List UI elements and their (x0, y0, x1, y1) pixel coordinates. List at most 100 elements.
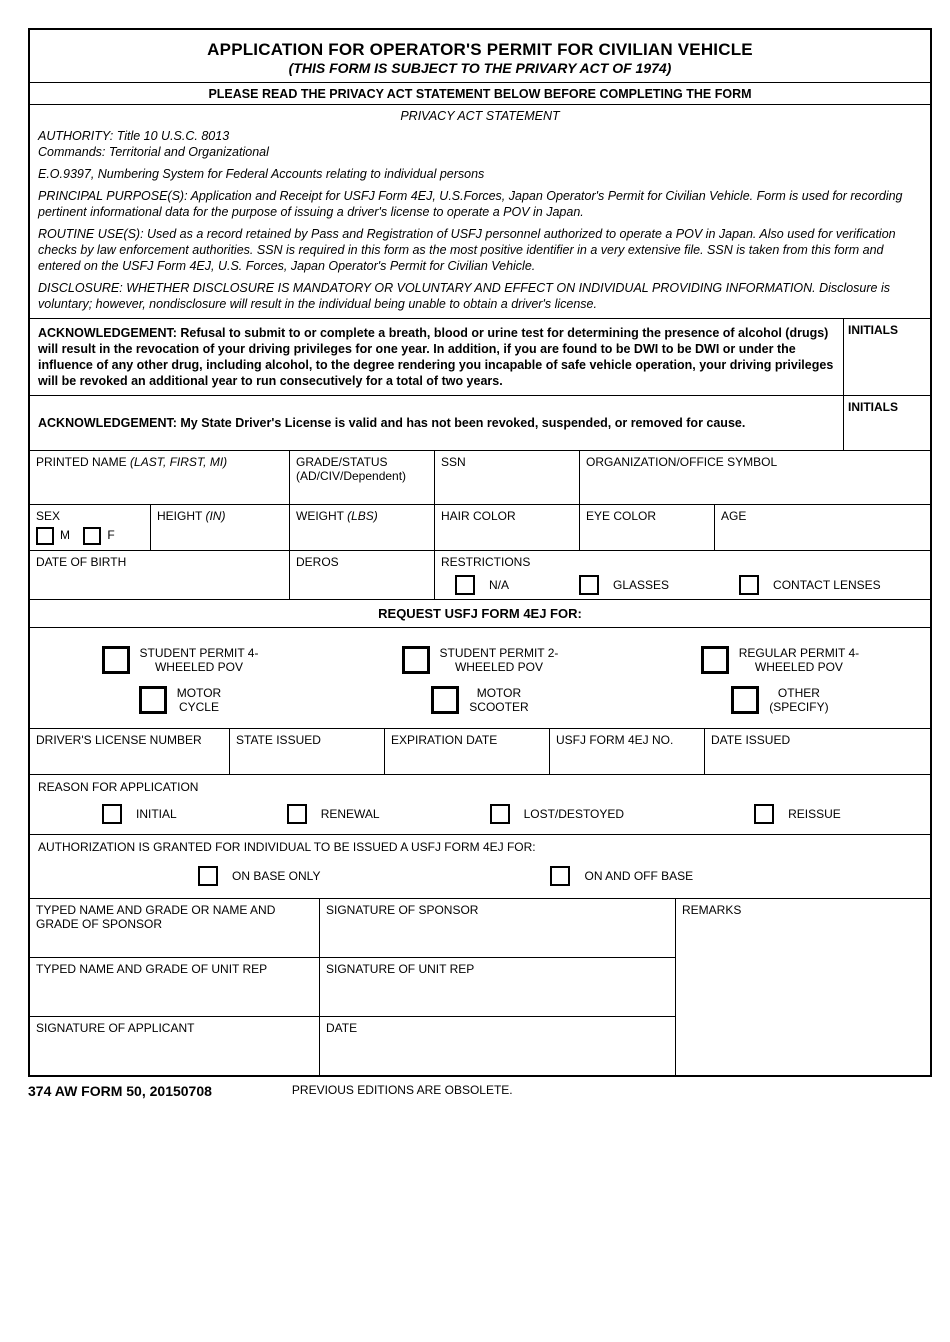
grade-status-hint: (AD/CIV/Dependent) (296, 469, 406, 483)
reason-reissue-label: REISSUE (788, 807, 841, 821)
dl-number-field[interactable]: DRIVER'S LICENSE NUMBER (30, 728, 230, 774)
authorization-section: AUTHORIZATION IS GRANTED FOR INDIVIDUAL … (30, 834, 930, 898)
disclosure-para: DISCLOSURE: WHETHER DISCLOSURE IS MANDAT… (30, 277, 930, 318)
restriction-na-label: N/A (489, 578, 509, 592)
typed-sponsor-field[interactable]: TYPED NAME AND GRADE OR NAME AND GRADE O… (30, 899, 320, 957)
signature-date-label: DATE (326, 1021, 357, 1035)
dl-number-label: DRIVER'S LICENSE NUMBER (36, 733, 202, 747)
sex-m-checkbox[interactable] (36, 527, 54, 545)
height-field[interactable]: HEIGHT (IN) (151, 504, 290, 550)
row-license: DRIVER'S LICENSE NUMBER STATE ISSUED EXP… (30, 728, 930, 774)
permit-options: STUDENT PERMIT 4-WHEELED POV STUDENT PER… (30, 627, 930, 728)
deros-label: DEROS (296, 555, 339, 569)
age-label: AGE (721, 509, 746, 523)
auth-onbase-checkbox[interactable] (198, 866, 218, 886)
permit-regular-4w-checkbox[interactable] (701, 646, 729, 674)
grade-status-label: GRADE/STATUS (296, 455, 388, 469)
printed-name-label: PRINTED NAME (36, 455, 127, 469)
ssn-label: SSN (441, 455, 466, 469)
state-issued-field[interactable]: STATE ISSUED (230, 728, 385, 774)
printed-name-field[interactable]: PRINTED NAME (LAST, FIRST, MI) (30, 450, 290, 504)
grade-status-field[interactable]: GRADE/STATUS (AD/CIV/Dependent) (290, 450, 435, 504)
permit-motorcycle-checkbox[interactable] (139, 686, 167, 714)
dob-label: DATE OF BIRTH (36, 555, 126, 569)
signature-date-field[interactable]: DATE (320, 1017, 675, 1075)
dob-field[interactable]: DATE OF BIRTH (30, 550, 290, 599)
signature-sponsor-label: SIGNATURE OF SPONSOR (326, 903, 478, 917)
signature-applicant-field[interactable]: SIGNATURE OF APPLICANT (30, 1017, 320, 1075)
permit-label: WHEELED POV (455, 660, 543, 674)
reason-renewal-checkbox[interactable] (287, 804, 307, 824)
sex-label: SEX (36, 509, 60, 523)
organization-label: ORGANIZATION/OFFICE SYMBOL (586, 455, 777, 469)
reason-lost-checkbox[interactable] (490, 804, 510, 824)
reason-initial-checkbox[interactable] (102, 804, 122, 824)
commands-text: Commands: Territorial and Organizational (38, 145, 269, 159)
hair-color-field[interactable]: HAIR COLOR (435, 504, 580, 550)
date-issued-field[interactable]: DATE ISSUED (705, 728, 930, 774)
remarks-field[interactable]: REMARKS (675, 899, 930, 1075)
read-instruction: PLEASE READ THE PRIVACY ACT STATEMENT BE… (30, 83, 930, 104)
sex-field[interactable]: SEX M F (30, 504, 151, 550)
signature-left-col: TYPED NAME AND GRADE OR NAME AND GRADE O… (30, 899, 675, 1075)
permit-label: STUDENT PERMIT 2- (440, 646, 559, 660)
obsolete-notice: PREVIOUS EDITIONS ARE OBSOLETE. (292, 1083, 513, 1097)
signature-rep-field[interactable]: SIGNATURE OF UNIT REP (320, 958, 675, 1016)
purpose-para: PRINCIPAL PURPOSE(S): Application and Re… (30, 185, 930, 223)
eye-color-field[interactable]: EYE COLOR (580, 504, 715, 550)
permit-student-4w-checkbox[interactable] (102, 646, 130, 674)
eo-line: E.O.9397, Numbering System for Federal A… (30, 163, 930, 185)
printed-name-hint: (LAST, FIRST, MI) (130, 455, 227, 469)
initials-label: INITIALS (848, 323, 898, 337)
permit-label: WHEELED POV (755, 660, 843, 674)
ssn-field[interactable]: SSN (435, 450, 580, 504)
state-issued-label: STATE ISSUED (236, 733, 321, 747)
row-physical: SEX M F HEIGHT (IN) WEIGHT (LBS) HAIR CO… (30, 504, 930, 550)
reason-reissue-checkbox[interactable] (754, 804, 774, 824)
permit-label: STUDENT PERMIT 4- (140, 646, 259, 660)
signature-sponsor-field[interactable]: SIGNATURE OF SPONSOR (320, 899, 675, 957)
typed-rep-label: TYPED NAME AND GRADE OF UNIT REP (36, 962, 267, 976)
restriction-glasses-label: GLASSES (613, 578, 669, 592)
acknowledgement-2-text: ACKNOWLEDGEMENT: My State Driver's Licen… (30, 396, 844, 450)
reason-initial-label: INITIAL (136, 807, 177, 821)
deros-field[interactable]: DEROS (290, 550, 435, 599)
auth-onoff-label: ON AND OFF BASE (584, 869, 693, 883)
permit-motorcycle: MOTORCYCLE (30, 680, 330, 720)
permit-label: REGULAR PERMIT 4- (739, 646, 859, 660)
typed-rep-field[interactable]: TYPED NAME AND GRADE OF UNIT REP (30, 958, 320, 1016)
hair-label: HAIR COLOR (441, 509, 516, 523)
auth-onbase-label: ON BASE ONLY (232, 869, 320, 883)
initials-cell-2[interactable]: INITIALS (844, 396, 930, 450)
permit-label: WHEELED POV (155, 660, 243, 674)
permit-student-2w-checkbox[interactable] (402, 646, 430, 674)
reason-lost-label: LOST/DESTOYED (524, 807, 624, 821)
sex-m-label: M (60, 528, 70, 542)
permit-label: (SPECIFY) (769, 700, 828, 714)
acknowledgement-row-2: ACKNOWLEDGEMENT: My State Driver's Licen… (30, 396, 930, 450)
routine-para: ROUTINE USE(S): Used as a record retaine… (30, 223, 930, 277)
signature-applicant-label: SIGNATURE OF APPLICANT (36, 1021, 194, 1035)
page: APPLICATION FOR OPERATOR'S PERMIT FOR CI… (0, 0, 950, 1117)
restriction-na-checkbox[interactable] (455, 575, 475, 595)
usfj-no-field[interactable]: USFJ FORM 4EJ NO. (550, 728, 705, 774)
permit-label: CYCLE (179, 700, 219, 714)
restriction-contacts-checkbox[interactable] (739, 575, 759, 595)
signature-row-applicant: SIGNATURE OF APPLICANT DATE (30, 1016, 675, 1075)
expiration-field[interactable]: EXPIRATION DATE (385, 728, 550, 774)
initials-cell-1[interactable]: INITIALS (844, 319, 930, 395)
age-field[interactable]: AGE (715, 504, 930, 550)
reason-label: REASON FOR APPLICATION (38, 780, 922, 794)
acknowledgement-row-1: ACKNOWLEDGEMENT: Refusal to submit to or… (30, 319, 930, 395)
restrictions-field: RESTRICTIONS N/A GLASSES CONTACT LENSES (435, 550, 930, 599)
permit-other-checkbox[interactable] (731, 686, 759, 714)
form-title: APPLICATION FOR OPERATOR'S PERMIT FOR CI… (34, 40, 926, 60)
sex-f-checkbox[interactable] (83, 527, 101, 545)
auth-onoff-checkbox[interactable] (550, 866, 570, 886)
form-id: 374 AW FORM 50, 20150708 (28, 1083, 212, 1099)
permit-scooter-checkbox[interactable] (431, 686, 459, 714)
organization-field[interactable]: ORGANIZATION/OFFICE SYMBOL (580, 450, 930, 504)
restriction-glasses-checkbox[interactable] (579, 575, 599, 595)
weight-field[interactable]: WEIGHT (LBS) (290, 504, 435, 550)
sex-f-label: F (107, 528, 114, 542)
